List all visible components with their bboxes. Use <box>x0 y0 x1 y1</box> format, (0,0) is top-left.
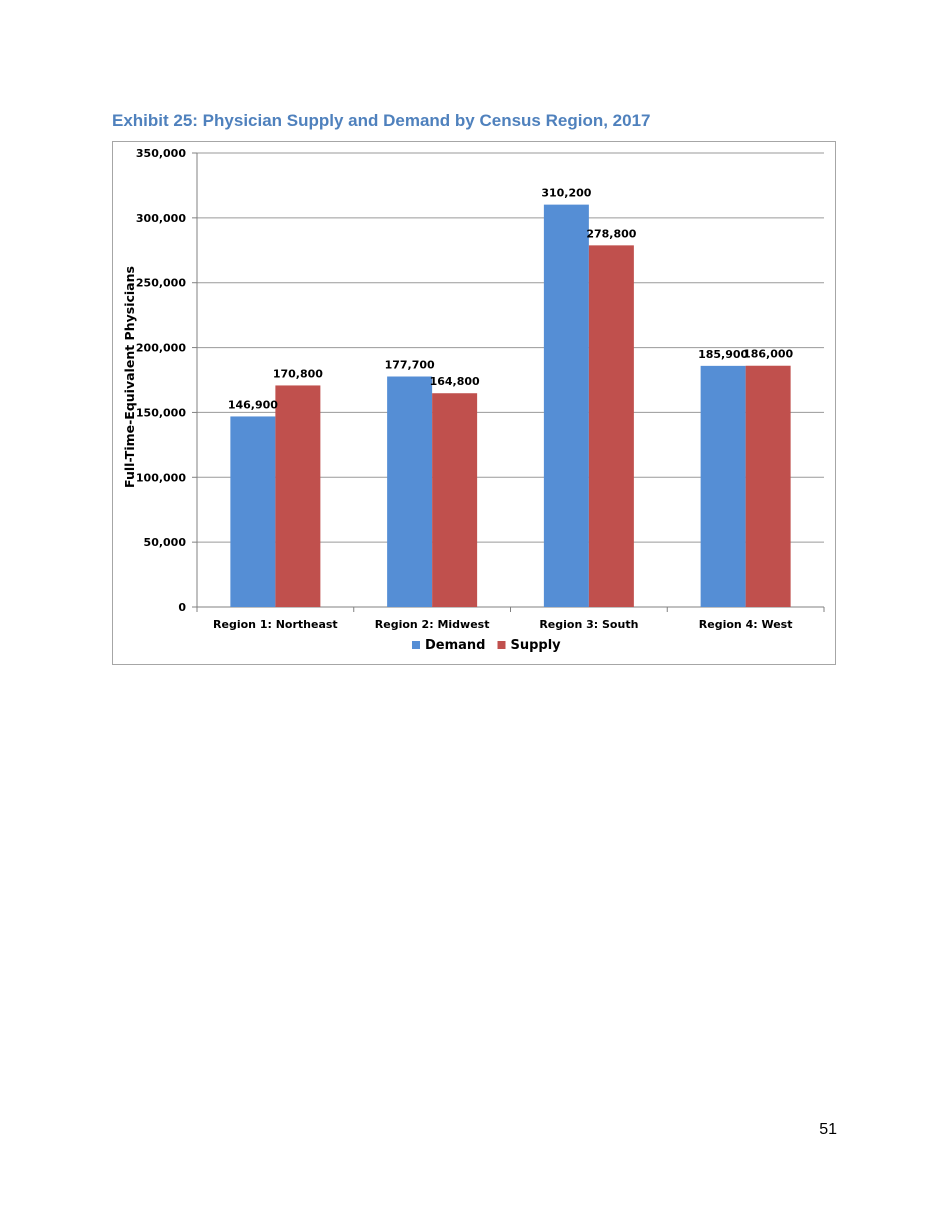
page-number: 51 <box>819 1121 837 1138</box>
data-label: 186,000 <box>743 348 793 361</box>
bar-supply <box>275 385 321 607</box>
legend-swatch-supply <box>497 641 506 649</box>
data-label: 185,900 <box>698 348 748 361</box>
data-label: 177,700 <box>385 358 435 371</box>
chart-frame: 0 50,000 100,000 150,000 200,000 250,000 300,0… <box>112 141 836 665</box>
legend-swatch-demand <box>412 641 420 649</box>
bars <box>230 204 791 607</box>
data-label: 164,800 <box>430 375 480 388</box>
y-tick-label: 50,000 <box>144 536 187 549</box>
bar-demand <box>700 365 746 607</box>
legend-label-demand: Demand <box>425 638 486 653</box>
bar-supply <box>432 393 478 607</box>
bar-supply <box>745 365 791 607</box>
bar-demand <box>543 204 589 607</box>
x-tick-label: Region 4: West <box>699 618 793 631</box>
y-tick-label: 0 <box>178 601 186 614</box>
legend-label-supply: Supply <box>511 638 562 653</box>
exhibit-title: Exhibit 25: Physician Supply and Demand … <box>112 111 651 130</box>
y-tick-label: 300,000 <box>136 212 186 225</box>
y-axis-label: Full-Time-Equivalent Physicians <box>122 266 137 488</box>
bar-supply <box>588 245 634 607</box>
data-label: 146,900 <box>228 398 278 411</box>
legend: Demand Supply <box>412 638 561 653</box>
y-tick-label: 100,000 <box>136 471 186 484</box>
y-tick-label: 200,000 <box>136 342 186 355</box>
y-tick-label: 350,000 <box>136 147 186 160</box>
x-tick-label: Region 2: Midwest <box>375 618 490 631</box>
data-label: 278,800 <box>586 227 636 240</box>
x-tick-label: Region 3: South <box>539 618 638 631</box>
x-tick-label: Region 1: Northeast <box>213 618 338 631</box>
data-labels: 146,900 170,800 177,700 164,800 310,200 278,8… <box>228 187 794 412</box>
y-tick-label: 250,000 <box>136 277 186 290</box>
bar-demand <box>387 376 433 607</box>
data-label: 310,200 <box>541 187 591 200</box>
data-label: 170,800 <box>273 367 323 380</box>
bar-demand <box>230 416 276 607</box>
y-tick-label: 150,000 <box>136 406 186 419</box>
bar-chart: 0 50,000 100,000 150,000 200,000 250,000 300,0… <box>122 147 825 653</box>
